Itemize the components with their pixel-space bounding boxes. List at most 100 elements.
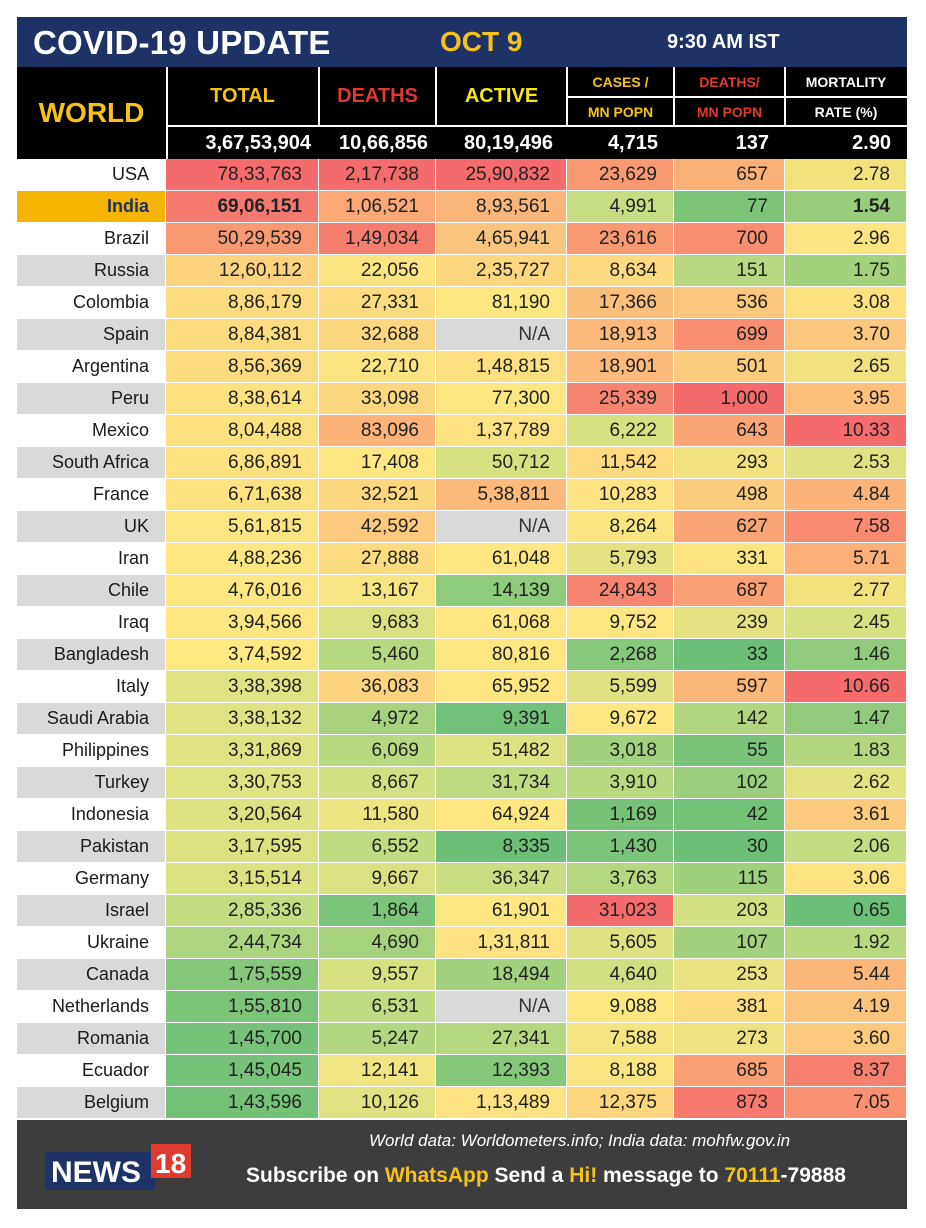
cell-total: 3,17,595 <box>166 831 319 862</box>
table-row: UK 5,61,815 42,592 N/A 8,264 627 7.58 <box>17 511 907 543</box>
cell-deaths: 36,083 <box>319 671 436 702</box>
whatsapp-label: WhatsApp <box>384 1164 489 1187</box>
cell-deaths: 22,056 <box>319 255 436 286</box>
cell-total: 3,30,753 <box>166 767 319 798</box>
cell-total: 8,04,488 <box>166 415 319 446</box>
header-deaths-pm-line1: DEATHS/ <box>699 73 760 90</box>
cell-country: Pakistan <box>17 831 166 862</box>
table-row: Canada 1,75,559 9,557 18,494 4,640 253 5.44 <box>17 959 907 991</box>
cell-active: N/A <box>436 511 567 542</box>
header-divider <box>166 67 168 159</box>
header-divider <box>166 125 907 127</box>
cell-active: 65,952 <box>436 671 567 702</box>
cell-total: 12,60,112 <box>166 255 319 286</box>
cell-country: Ukraine <box>17 927 166 958</box>
cell-active: 8,335 <box>436 831 567 862</box>
cell-country: Iran <box>17 543 166 574</box>
cell-country: Germany <box>17 863 166 894</box>
cell-active: N/A <box>436 319 567 350</box>
cell-country: Peru <box>17 383 166 414</box>
cell-mortality-rate: 1.46 <box>785 639 907 670</box>
cell-cases-per-million: 6,222 <box>567 415 674 446</box>
cell-active: 2,35,727 <box>436 255 567 286</box>
cell-country: Iraq <box>17 607 166 638</box>
cell-active: N/A <box>436 991 567 1022</box>
cell-mortality-rate: 4.19 <box>785 991 907 1022</box>
cell-mortality-rate: 3.61 <box>785 799 907 830</box>
cell-mortality-rate: 3.95 <box>785 383 907 414</box>
cell-active: 31,734 <box>436 767 567 798</box>
cell-country: Saudi Arabia <box>17 703 166 734</box>
cell-total: 3,31,869 <box>166 735 319 766</box>
cell-total: 4,76,016 <box>166 575 319 606</box>
cell-cases-per-million: 17,366 <box>567 287 674 318</box>
cell-total: 6,86,891 <box>166 447 319 478</box>
footer: NEWS 18 World data: Worldometers.info; I… <box>17 1120 907 1209</box>
cell-cases-per-million: 3,910 <box>567 767 674 798</box>
cell-country: Indonesia <box>17 799 166 830</box>
cell-country: Argentina <box>17 351 166 382</box>
cell-country: India <box>17 191 166 222</box>
cell-country: France <box>17 479 166 510</box>
cell-active: 5,38,811 <box>436 479 567 510</box>
cell-deaths-per-million: 151 <box>674 255 785 286</box>
table-row: Iraq 3,94,566 9,683 61,068 9,752 239 2.45 <box>17 607 907 639</box>
cell-total: 8,84,381 <box>166 319 319 350</box>
cell-deaths: 32,521 <box>319 479 436 510</box>
cell-mortality-rate: 3.70 <box>785 319 907 350</box>
hi-label: Hi! <box>569 1164 598 1187</box>
cell-total: 1,45,700 <box>166 1023 319 1054</box>
header-divider <box>435 67 437 125</box>
world-deaths: 10,66,856 <box>339 131 428 154</box>
cell-deaths-per-million: 657 <box>674 159 785 190</box>
table-row: Saudi Arabia 3,38,132 4,972 9,391 9,672 142 1.… <box>17 703 907 735</box>
cell-cases-per-million: 5,605 <box>567 927 674 958</box>
covid-update-sheet: COVID-19 UPDATE OCT 9 9:30 AM IST WORLD … <box>17 17 907 1209</box>
world-active: 80,19,496 <box>464 131 553 154</box>
cell-mortality-rate: 2.62 <box>785 767 907 798</box>
cell-active: 64,924 <box>436 799 567 830</box>
cell-country: Philippines <box>17 735 166 766</box>
cell-deaths: 12,141 <box>319 1055 436 1086</box>
world-cases-per-million: 4,715 <box>607 131 658 154</box>
cell-total: 5,61,815 <box>166 511 319 542</box>
cell-country: USA <box>17 159 166 190</box>
cell-total: 1,75,559 <box>166 959 319 990</box>
cell-deaths-per-million: 203 <box>674 895 785 926</box>
cell-cases-per-million: 9,672 <box>567 703 674 734</box>
header-mortality-line2: RATE (%) <box>814 103 878 120</box>
report-date: OCT 9 <box>440 26 523 57</box>
cell-deaths-per-million: 33 <box>674 639 785 670</box>
news18-logo: NEWS 18 <box>45 1144 191 1190</box>
world-total: 3,67,53,904 <box>205 131 311 154</box>
cell-country: Ecuador <box>17 1055 166 1086</box>
cell-deaths-per-million: 597 <box>674 671 785 702</box>
cell-mortality-rate: 2.06 <box>785 831 907 862</box>
cell-country: Italy <box>17 671 166 702</box>
table-row: Argentina 8,56,369 22,710 1,48,815 18,901 501… <box>17 351 907 383</box>
table-row: France 6,71,638 32,521 5,38,811 10,283 498 4.8… <box>17 479 907 511</box>
cell-deaths: 33,098 <box>319 383 436 414</box>
cell-mortality-rate: 2.65 <box>785 351 907 382</box>
cell-deaths: 9,683 <box>319 607 436 638</box>
table-row: Spain 8,84,381 32,688 N/A 18,913 699 3.70 <box>17 319 907 351</box>
cell-mortality-rate: 1.92 <box>785 927 907 958</box>
cell-country: Colombia <box>17 287 166 318</box>
cell-cases-per-million: 9,088 <box>567 991 674 1022</box>
cell-deaths-per-million: 873 <box>674 1087 785 1118</box>
cell-deaths: 13,167 <box>319 575 436 606</box>
cell-active: 61,901 <box>436 895 567 926</box>
cell-deaths: 42,592 <box>319 511 436 542</box>
cell-total: 2,85,336 <box>166 895 319 926</box>
table-row: Turkey 3,30,753 8,667 31,734 3,910 102 2.62 <box>17 767 907 799</box>
cell-cases-per-million: 18,901 <box>567 351 674 382</box>
table-row: Italy 3,38,398 36,083 65,952 5,599 597 10.66 <box>17 671 907 703</box>
phone-number-part: 70111 <box>724 1164 781 1187</box>
cell-deaths-per-million: 77 <box>674 191 785 222</box>
cell-deaths-per-million: 331 <box>674 543 785 574</box>
cell-mortality-rate: 10.33 <box>785 415 907 446</box>
phone-number-part: -79888 <box>780 1164 846 1187</box>
cell-active: 1,31,811 <box>436 927 567 958</box>
cell-deaths-per-million: 42 <box>674 799 785 830</box>
cell-deaths: 10,126 <box>319 1087 436 1118</box>
